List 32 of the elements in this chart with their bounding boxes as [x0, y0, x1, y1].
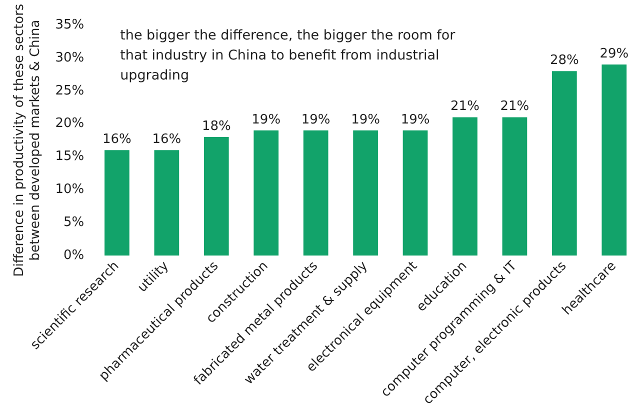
- y-tick-label: 25%: [55, 83, 84, 98]
- y-tick-label: 10%: [55, 182, 84, 198]
- y-tick-label: 20%: [55, 116, 84, 132]
- data-label: 19%: [400, 112, 430, 128]
- bar: [254, 130, 279, 256]
- bar: [204, 136, 229, 256]
- data-label: 21%: [450, 99, 480, 114]
- y-tick-label: 15%: [55, 149, 84, 164]
- data-label: 19%: [252, 112, 281, 128]
- data-label: 19%: [301, 112, 330, 128]
- data-label: 28%: [550, 52, 579, 68]
- annotation: the bigger the difference, the bigger the room for that industry in China to benefit from industrial upgrading: [120, 27, 456, 84]
- bar: [602, 64, 627, 256]
- y-tick-label: 35%: [55, 17, 84, 32]
- bar: [154, 150, 180, 256]
- y-tick-label: 5%: [63, 215, 84, 230]
- bar: [402, 130, 428, 256]
- bar: [104, 150, 130, 256]
- data-label: 29%: [600, 46, 629, 62]
- bar: [552, 71, 577, 256]
- y-tick-label: 0%: [63, 248, 84, 263]
- data-label: 16%: [102, 132, 132, 148]
- bar: [502, 117, 528, 256]
- bar: [353, 130, 378, 256]
- bar: [452, 117, 478, 256]
- y-tick-label: 30%: [55, 50, 84, 66]
- data-label: 18%: [202, 118, 231, 134]
- data-label: 19%: [351, 112, 380, 128]
- y-axis-title: Difference in productivity of these sectors between developed markets & China: [12, 4, 43, 277]
- bar: [303, 130, 328, 256]
- data-label: 16%: [152, 132, 182, 148]
- data-label: 21%: [500, 99, 530, 114]
